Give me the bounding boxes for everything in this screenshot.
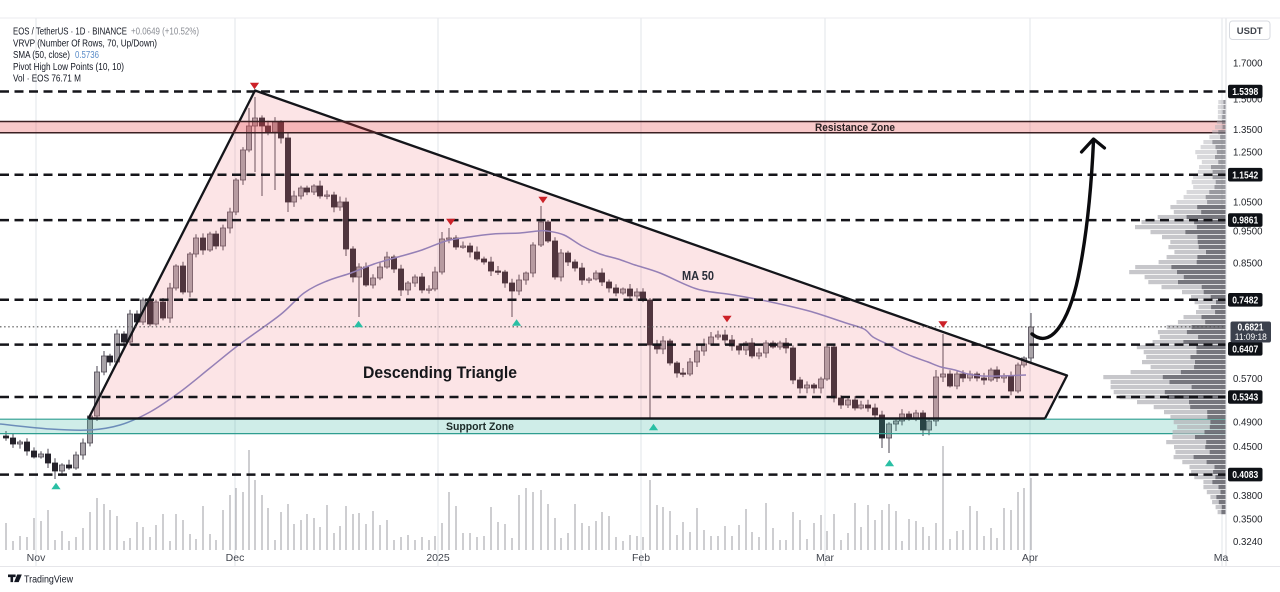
svg-text:VRVP (Number Of Rows, 70, Up/D: VRVP (Number Of Rows, 70, Up/Down) (13, 38, 157, 49)
svg-text:MA 50: MA 50 (682, 269, 714, 283)
svg-text:0.5736: 0.5736 (75, 50, 99, 61)
svg-text:Resistance Zone: Resistance Zone (815, 122, 895, 134)
svg-text:1.2500: 1.2500 (1233, 146, 1263, 158)
svg-text:+0.0649 (+10.52%): +0.0649 (+10.52%) (131, 27, 199, 38)
svg-text:Support Zone: Support Zone (446, 421, 514, 433)
svg-text:EOS / TetherUS · 1D · BINANCE: EOS / TetherUS · 1D · BINANCE (13, 27, 127, 38)
svg-text:0.3500: 0.3500 (1233, 514, 1263, 526)
svg-text:0.4900: 0.4900 (1233, 417, 1263, 429)
svg-text:0.3240: 0.3240 (1233, 536, 1263, 548)
svg-text:USDT: USDT (1237, 26, 1263, 37)
svg-text:0.3800: 0.3800 (1233, 490, 1263, 502)
svg-text:1.5398: 1.5398 (1232, 87, 1258, 98)
svg-text:Pivot High Low Points (10, 10): Pivot High Low Points (10, 10) (13, 62, 124, 73)
svg-text:0.6407: 0.6407 (1232, 344, 1258, 355)
svg-text:Ma: Ma (1214, 552, 1229, 564)
svg-text:0.4500: 0.4500 (1233, 441, 1263, 453)
svg-text:Apr: Apr (1022, 552, 1039, 564)
svg-text:Dec: Dec (226, 552, 245, 564)
svg-text:Vol · EOS 76.71 M: Vol · EOS 76.71 M (13, 74, 81, 85)
svg-text:0.4083: 0.4083 (1232, 470, 1258, 481)
svg-text:1.3500: 1.3500 (1233, 124, 1263, 136)
svg-text:SMA (50, close): SMA (50, close) (13, 50, 70, 61)
svg-text:0.8500: 0.8500 (1233, 258, 1263, 270)
svg-text:0.9861: 0.9861 (1232, 216, 1258, 227)
svg-text:TradingView: TradingView (24, 574, 73, 586)
svg-text:Nov: Nov (27, 552, 46, 564)
svg-text:1.1542: 1.1542 (1232, 170, 1258, 181)
svg-text:1.0500: 1.0500 (1233, 197, 1263, 209)
svg-text:0.7482: 0.7482 (1232, 295, 1258, 306)
svg-text:Descending Triangle: Descending Triangle (363, 364, 517, 382)
svg-text:2025: 2025 (426, 552, 450, 564)
svg-text:Feb: Feb (632, 552, 650, 564)
svg-text:0.6821: 0.6821 (1238, 323, 1264, 334)
svg-text:0.5700: 0.5700 (1233, 373, 1263, 385)
svg-text:0.9500: 0.9500 (1233, 226, 1263, 238)
svg-text:1.7000: 1.7000 (1233, 58, 1263, 70)
svg-text:Mar: Mar (816, 552, 835, 564)
svg-text:11:09:18: 11:09:18 (1235, 332, 1267, 342)
svg-text:0.5343: 0.5343 (1232, 393, 1258, 404)
